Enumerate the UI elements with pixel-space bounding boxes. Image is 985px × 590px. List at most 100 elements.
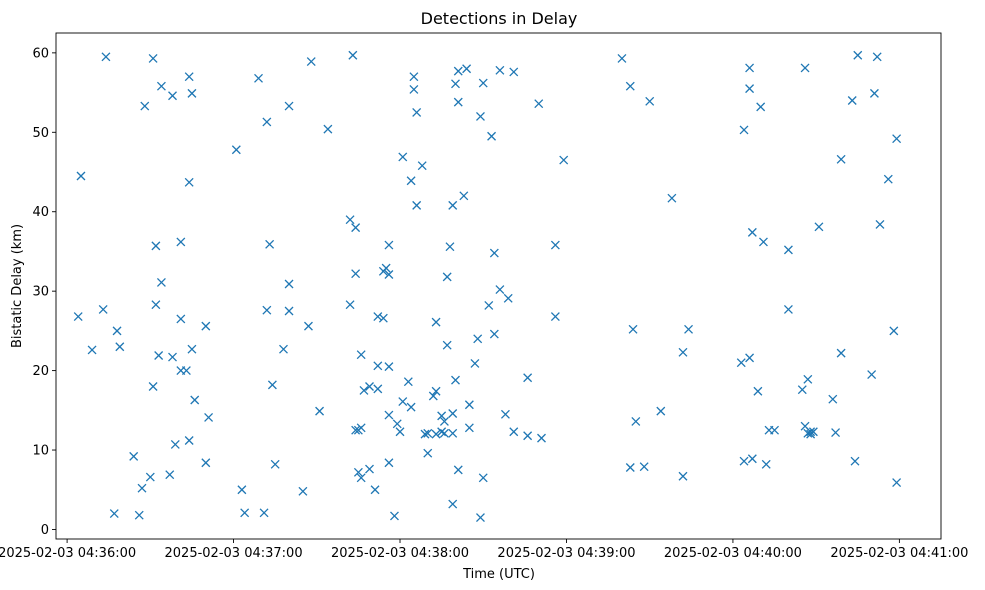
y-tick-label: 60 (32, 46, 49, 61)
data-point (168, 352, 177, 362)
y-tick-label: 30 (32, 285, 49, 300)
data-point (306, 57, 316, 67)
data-markers (73, 50, 902, 523)
data-point (428, 391, 438, 401)
data-point (423, 428, 433, 438)
data-point (87, 345, 97, 355)
data-point (628, 324, 638, 334)
data-point (267, 380, 277, 390)
data-point (98, 304, 108, 314)
data-point (534, 99, 544, 109)
data-point (550, 312, 560, 322)
y-tick-label: 50 (32, 126, 49, 141)
data-point (453, 66, 463, 76)
y-tick-label: 10 (32, 444, 49, 459)
data-point (398, 152, 408, 162)
data-point (883, 174, 893, 184)
data-point (739, 456, 749, 466)
data-point (667, 193, 677, 203)
data-point (373, 384, 383, 394)
data-point (836, 154, 846, 164)
data-point (631, 416, 641, 426)
data-point (745, 84, 755, 94)
data-point (487, 131, 497, 141)
data-point (808, 427, 818, 437)
data-point (373, 312, 383, 322)
data-point (176, 314, 186, 324)
data-point (867, 370, 877, 380)
data-point (478, 473, 488, 483)
data-point (831, 428, 841, 438)
data-point (279, 344, 288, 354)
data-point (356, 473, 366, 483)
data-point (398, 397, 408, 407)
data-point (869, 88, 879, 98)
data-point (417, 161, 427, 171)
data-point (168, 91, 177, 101)
data-point (500, 409, 510, 419)
data-point (431, 429, 441, 439)
data-point (370, 485, 380, 495)
data-point (445, 242, 455, 252)
data-point (639, 462, 649, 472)
data-point (892, 134, 902, 144)
data-point (503, 293, 513, 303)
data-point (509, 67, 519, 77)
data-point (73, 312, 83, 322)
data-point (758, 237, 768, 247)
chart-title: Detections in Delay (421, 9, 578, 28)
data-point (853, 50, 863, 60)
data-point (323, 124, 333, 134)
data-point (112, 326, 122, 336)
data-point (140, 101, 150, 111)
y-tick-label: 20 (32, 364, 49, 379)
data-point (495, 65, 505, 75)
data-point (365, 382, 374, 391)
y-axis-ticks: 0 10 20 30 40 50 60 (32, 46, 56, 538)
data-point (151, 241, 161, 251)
data-point (803, 374, 813, 384)
data-point (453, 97, 463, 107)
data-point (395, 427, 405, 437)
data-point (151, 300, 161, 310)
data-point (390, 511, 399, 521)
data-point (850, 456, 860, 466)
data-point (476, 111, 485, 121)
data-point (181, 366, 191, 376)
data-point (645, 96, 655, 106)
data-point (847, 96, 857, 105)
data-point (134, 510, 144, 520)
data-point (448, 428, 458, 438)
data-point (351, 269, 361, 279)
data-point (315, 406, 325, 416)
data-point (384, 270, 394, 279)
data-point (254, 73, 263, 83)
data-point (559, 155, 569, 165)
data-point (148, 53, 158, 63)
y-tick-label: 40 (32, 205, 49, 220)
x-axis-ticks: 2025-02-03 04:36:00 2025-02-03 04:37:00 20… (0, 539, 968, 561)
data-point (201, 458, 211, 468)
data-point (356, 350, 366, 360)
y-axis-label: Bistatic Delay (km) (10, 224, 25, 348)
data-point (115, 342, 125, 352)
data-point (495, 285, 505, 295)
data-point (473, 334, 483, 344)
data-point (284, 279, 294, 289)
data-point (412, 200, 422, 210)
data-point (523, 373, 533, 383)
data-point (176, 237, 186, 247)
data-point (756, 102, 766, 112)
data-point (165, 470, 175, 480)
data-point (523, 431, 533, 441)
data-point (745, 63, 755, 73)
data-point (625, 81, 635, 91)
data-point (190, 395, 200, 405)
data-point (476, 513, 485, 523)
data-point (783, 245, 793, 255)
data-point (478, 78, 488, 88)
data-point (797, 385, 807, 395)
data-point (409, 72, 419, 82)
data-point (753, 386, 763, 396)
data-point (156, 277, 166, 287)
